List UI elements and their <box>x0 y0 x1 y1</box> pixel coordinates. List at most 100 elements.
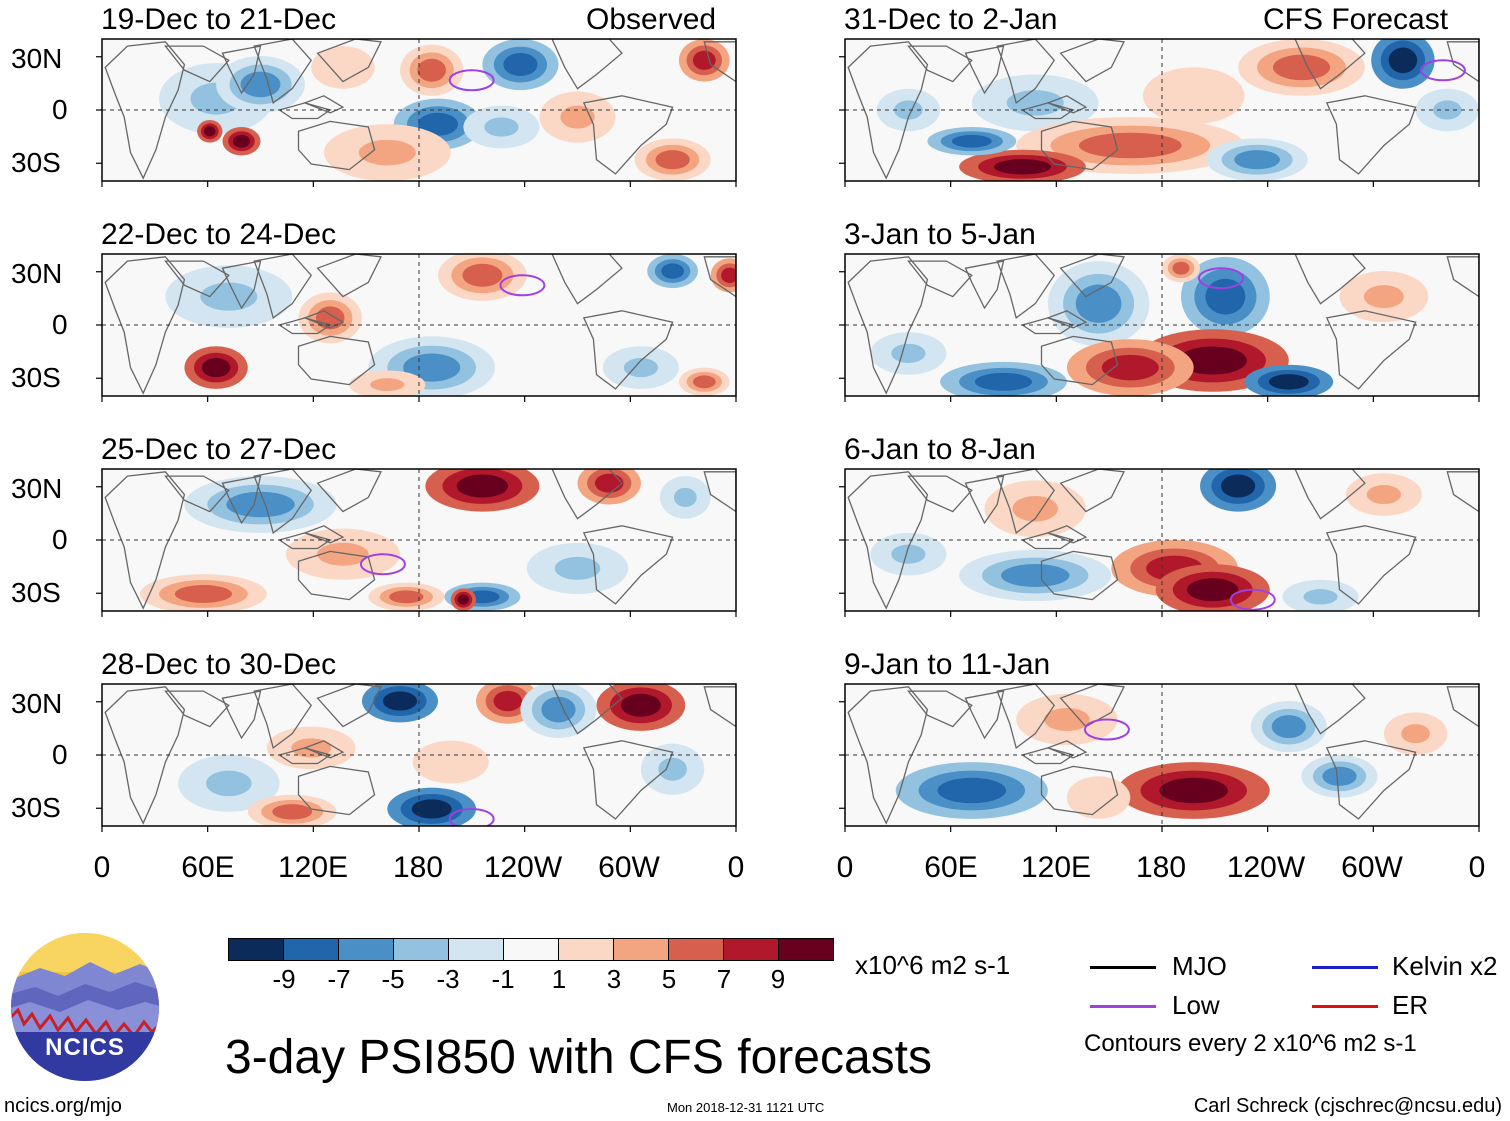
anomaly-region <box>411 799 452 819</box>
anomaly-region <box>1388 47 1418 74</box>
coastline <box>1325 95 1417 175</box>
contour-note: Contours every 2 x10^6 m2 s-1 <box>1084 1030 1417 1057</box>
coastline <box>1294 684 1366 735</box>
coastline <box>1040 335 1119 386</box>
lat-label-30n: 30N <box>11 688 63 719</box>
anomaly-region <box>1159 777 1228 804</box>
lat-label-30n: 30N <box>11 258 63 289</box>
anomaly-region <box>205 770 252 797</box>
anomaly-region <box>1220 474 1256 498</box>
lon-label-360: 0 <box>1468 851 1486 884</box>
coastline <box>316 39 382 83</box>
lat-label-30s: 30S <box>11 362 61 393</box>
anomaly-region <box>974 372 1033 391</box>
anomaly-region <box>403 353 461 382</box>
coastline <box>996 254 1056 319</box>
anomaly-region <box>456 474 509 498</box>
panel-title-2: 22-Dec to 24-Dec <box>101 218 337 251</box>
coastline <box>1040 550 1119 601</box>
anomaly-region <box>272 804 313 820</box>
coastline <box>1294 254 1366 305</box>
lon-label-180: 180 <box>1135 851 1187 884</box>
anomaly-region <box>1271 715 1306 739</box>
legend-label-low: Low <box>1172 990 1220 1020</box>
anomaly-region <box>1322 766 1357 786</box>
coastline <box>1059 39 1125 83</box>
ncics-logo: NCICS <box>11 933 159 1081</box>
coastline <box>1020 747 1075 765</box>
lon-label-120w: 120W <box>483 851 563 884</box>
panel-title-5: 31-Dec to 2-Jan <box>844 3 1058 36</box>
coastline <box>582 525 674 605</box>
lat-label-eq: 0 <box>52 309 68 340</box>
anomaly-region <box>1006 90 1064 116</box>
anomaly-region <box>201 358 231 378</box>
lat-label-30s: 30S <box>11 577 61 608</box>
anomaly-region <box>721 267 736 283</box>
legend-label-mjo: MJO <box>1172 951 1227 981</box>
lat-label-30s: 30S <box>11 147 61 178</box>
anomaly-region <box>382 691 418 711</box>
colorbar-box <box>723 938 779 961</box>
coastline <box>253 254 313 319</box>
forecast-label: CFS Forecast <box>1263 3 1449 36</box>
anomaly-region <box>937 777 1007 804</box>
anomaly-region <box>692 50 716 70</box>
colorbar-box <box>283 938 339 961</box>
anomaly-region <box>1084 788 1113 808</box>
colorbar <box>228 938 834 961</box>
anomaly-region <box>623 358 659 378</box>
coastline <box>297 335 376 386</box>
anomaly-region <box>1187 578 1239 602</box>
anomaly-region <box>993 159 1052 175</box>
author-credit: Carl Schreck (cjschrec@ncsu.edu) <box>1193 1095 1502 1117</box>
coastline <box>551 684 623 735</box>
coastline <box>277 102 332 120</box>
coastline <box>104 41 186 180</box>
coastline <box>703 256 736 298</box>
anomaly-region <box>891 343 926 363</box>
anomaly-region <box>418 112 458 136</box>
anomaly-region <box>226 491 295 518</box>
anomaly-region <box>658 757 687 781</box>
lon-label-60w: 60W <box>1341 851 1403 884</box>
lon-label-120e: 120E <box>1020 851 1092 884</box>
lon-label-0: 0 <box>836 851 854 884</box>
coastline <box>1059 254 1125 298</box>
low-contour <box>1083 718 1130 741</box>
anomaly-region <box>174 585 232 603</box>
low-contour <box>448 807 495 826</box>
anomaly-region <box>692 375 716 389</box>
colorbar-box <box>448 938 504 961</box>
observed-label: Observed <box>586 3 717 36</box>
panel-title-4: 28-Dec to 30-Dec <box>101 648 337 681</box>
panel-title-8: 9-Jan to 11-Jan <box>844 648 1051 681</box>
colorbar-box <box>778 938 834 961</box>
anomaly-region <box>673 487 697 507</box>
coastline <box>582 310 674 390</box>
anomaly-region <box>370 378 405 392</box>
anomaly-region <box>1170 83 1217 109</box>
anomaly-region <box>1178 346 1247 375</box>
coastline <box>277 317 332 335</box>
coastline <box>847 471 929 610</box>
coastline <box>703 686 736 728</box>
coastline <box>1059 469 1125 513</box>
source-url[interactable]: ncics.org/mjo <box>4 1095 122 1117</box>
anomaly-region <box>1303 589 1338 605</box>
anomaly-region <box>594 473 624 493</box>
coastline <box>703 471 736 513</box>
timestamp: Mon 2018-12-31 1121 UTC <box>667 1100 825 1115</box>
coastline <box>297 120 376 171</box>
anomaly-region <box>484 117 519 137</box>
coastline <box>996 469 1056 534</box>
legend-line-er <box>1312 1005 1378 1008</box>
colorbar-label: 7 <box>716 964 732 994</box>
coastline <box>164 475 230 513</box>
map-panel <box>96 683 737 832</box>
anomaly-region <box>1078 132 1182 159</box>
anomaly-region <box>1234 150 1280 170</box>
colorbar-box <box>503 938 559 961</box>
anomaly-region <box>655 150 690 170</box>
lat-label-30n: 30N <box>11 43 63 74</box>
